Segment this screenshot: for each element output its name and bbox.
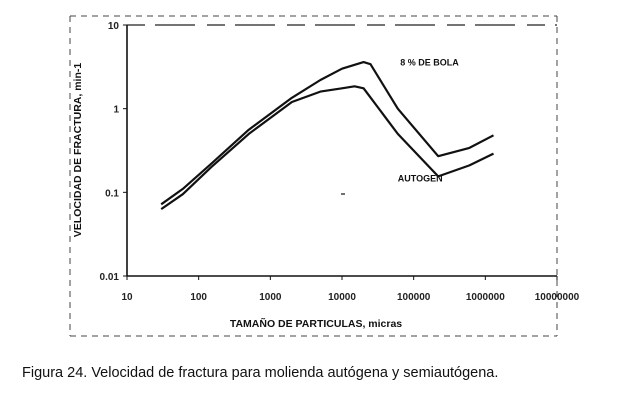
x-tick-label: 100000: [397, 292, 431, 303]
x-tick-label: 1000000: [466, 292, 505, 303]
figure-caption: Figura 24. Velocidad de fractura para mo…: [22, 365, 499, 381]
annotation-bola: 8 % DE BOLA: [400, 57, 459, 67]
x-axis-label: TAMAÑO DE PARTICULAS, micras: [230, 317, 402, 330]
y-tick-label: 0.1: [105, 188, 119, 199]
y-tick-label: 1: [113, 105, 119, 116]
x-tick-label: 10: [121, 292, 133, 303]
annotation-autogen: AUTOGEN: [398, 173, 443, 183]
y-axis-label: VELOCIDAD DE FRACTURA, min-1: [72, 63, 84, 238]
series-line-bola: [160, 60, 495, 206]
x-tick-label: 1000: [259, 292, 282, 303]
y-tick-label: 0.01: [100, 272, 120, 283]
x-tick-label: 10000: [328, 292, 356, 303]
y-tick-label: 10: [108, 21, 120, 32]
x-tick-label: 10000000: [535, 292, 580, 303]
series-line-autogen: [160, 85, 494, 211]
x-tick-label: 100: [190, 292, 207, 303]
